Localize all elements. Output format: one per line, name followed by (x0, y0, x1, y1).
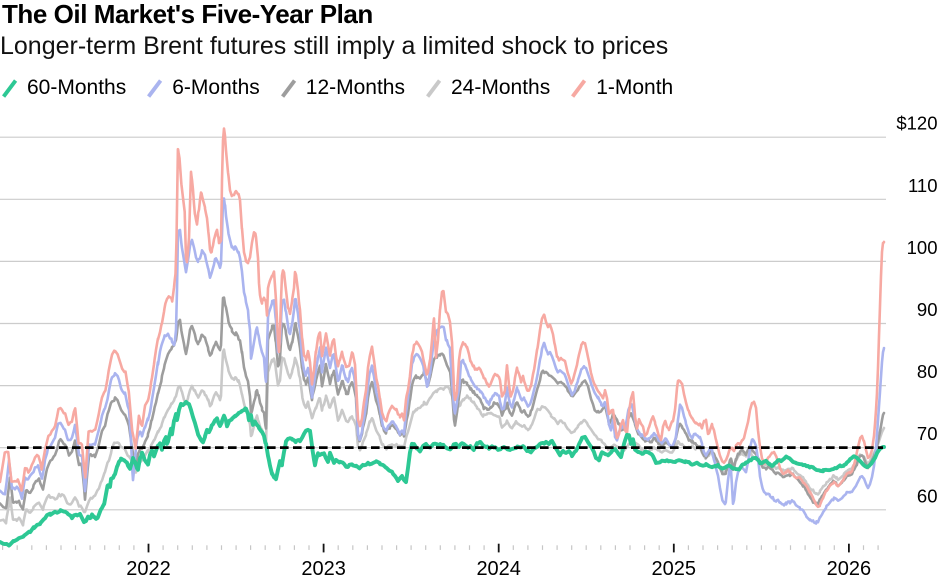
svg-text:100: 100 (907, 237, 938, 258)
svg-text:2026: 2026 (827, 558, 872, 580)
svg-text:80: 80 (917, 361, 938, 382)
svg-text:2024: 2024 (476, 558, 521, 580)
svg-text:60: 60 (917, 485, 938, 506)
svg-text:2023: 2023 (301, 558, 346, 580)
svg-text:2022: 2022 (126, 558, 171, 580)
svg-text:$120: $120 (896, 113, 937, 134)
svg-text:110: 110 (908, 175, 938, 196)
svg-text:90: 90 (917, 299, 938, 320)
svg-text:70: 70 (917, 423, 938, 444)
svg-text:2025: 2025 (652, 558, 697, 580)
